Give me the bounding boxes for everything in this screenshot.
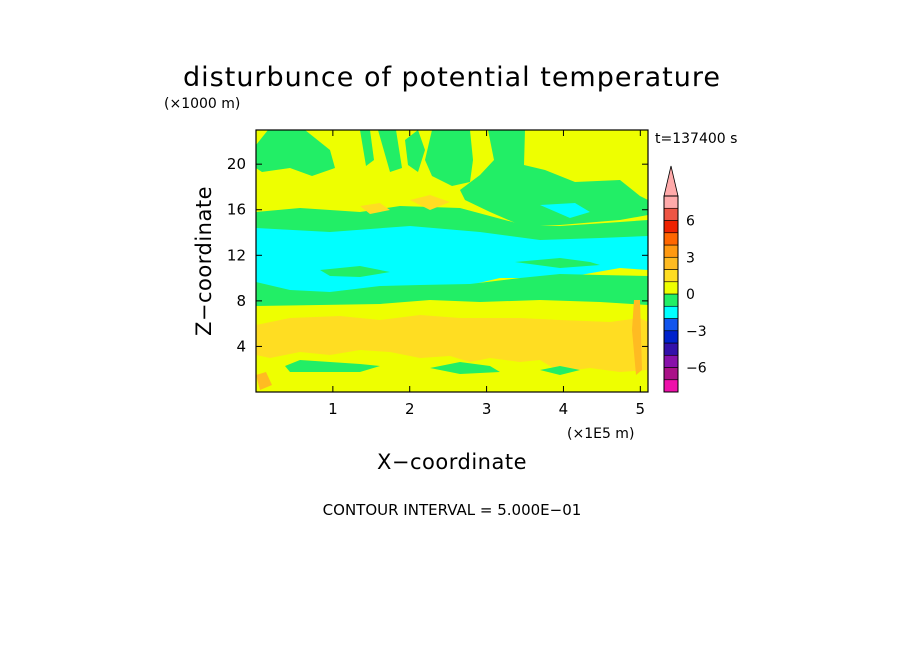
lower-cool-band [256, 258, 648, 306]
y-tick-label: 4 [236, 337, 246, 355]
x-unit-label: (×1E5 m) [567, 426, 634, 442]
y-axis-ticks: 4 8 12 16 20 [227, 155, 648, 355]
colorbar-segment [663, 342, 679, 356]
colorbar-segment [663, 195, 679, 209]
x-tick-label: 1 [328, 400, 338, 418]
warm-pockets [256, 300, 642, 390]
lower-warm-layer [256, 195, 648, 372]
colorbar-label: 3 [686, 250, 695, 266]
colorbar-segment [663, 293, 679, 307]
colorbar-labels: 6 3 0 −3 −6 [686, 214, 707, 377]
colorbar-segment [663, 354, 679, 368]
y-tick-label: 12 [227, 246, 246, 264]
colorbar-segment [663, 232, 679, 246]
contour-interval-note: CONTOUR INTERVAL = 5.000E−01 [323, 501, 582, 519]
x-tick-label: 5 [636, 400, 646, 418]
colorbar-frame [663, 195, 679, 393]
x-tick-label: 4 [559, 400, 569, 418]
colorbar-segment [663, 379, 679, 393]
x-axis-ticks: 1 2 3 4 5 [328, 130, 645, 418]
colorbar-segment [663, 367, 679, 381]
y-unit-label: (×1000 m) [164, 96, 240, 112]
y-tick-label: 8 [236, 292, 246, 310]
x-tick-label: 2 [405, 400, 415, 418]
x-axis-label: X−coordinate [377, 450, 527, 474]
colorbar-label: −3 [686, 324, 707, 340]
chart-title: disturbunce of potential temperature [183, 62, 721, 93]
colorbar [663, 165, 679, 393]
y-tick-label: 16 [227, 201, 246, 219]
colorbar-label: 0 [686, 287, 695, 303]
cold-core [256, 203, 648, 295]
colorbar-segment [663, 330, 679, 344]
colorbar-segment [663, 207, 679, 221]
colorbar-segment [663, 220, 679, 234]
colorbar-label: −6 [686, 361, 707, 377]
colorbar-segment [663, 281, 679, 295]
plot-frame [255, 129, 649, 393]
colorbar-segment [663, 305, 679, 319]
colorbar-segment [663, 244, 679, 258]
colorbar-label: 6 [686, 214, 695, 230]
surface-cool-band [285, 360, 580, 375]
y-axis-label: Z−coordinate [192, 186, 216, 336]
time-label: t=137400 s [655, 131, 737, 147]
colorbar-segment [663, 318, 679, 332]
colorbar-segment [663, 256, 679, 270]
colorbar-segment [663, 269, 679, 283]
plot-area [256, 130, 648, 392]
y-tick-label: 20 [227, 155, 246, 173]
colorbar-extend-arrow [663, 165, 679, 197]
x-tick-label: 3 [482, 400, 492, 418]
